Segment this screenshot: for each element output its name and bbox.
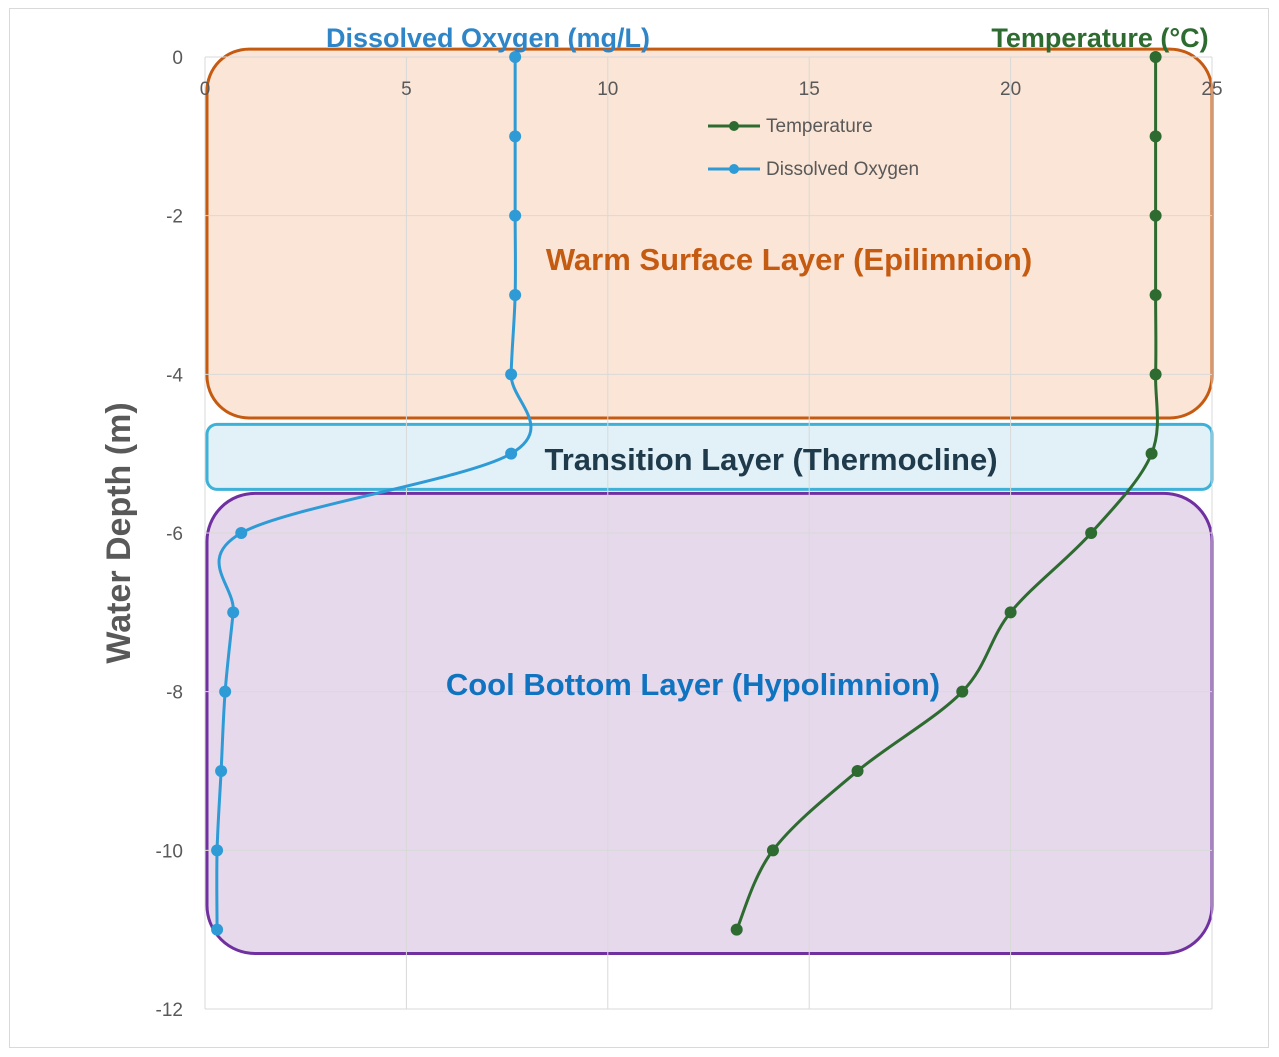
temperature-point <box>851 765 864 777</box>
temperature-point <box>730 923 743 936</box>
dissolved-oxygen-point <box>509 289 522 301</box>
epilimnion-zone <box>205 47 1214 420</box>
temperature-point <box>1149 368 1162 381</box>
legend: Temperature Dissolved Oxygen <box>708 116 919 180</box>
dissolved-oxygen-axis-title: Dissolved Oxygen (mg/L) <box>326 23 650 53</box>
y-tick-label: -2 <box>166 207 183 228</box>
dissolved-oxygen-point <box>219 685 232 698</box>
legend-temperature-marker <box>729 121 739 131</box>
temperature-point <box>1004 606 1017 619</box>
zone-labels: Warm Surface Layer (Epilimnion) Transiti… <box>446 242 1032 702</box>
temperature-point <box>1149 130 1162 143</box>
x-tick-label: 20 <box>1000 79 1021 100</box>
dissolved-oxygen-point <box>227 606 240 619</box>
layer-zones <box>205 47 1214 955</box>
legend-dissolved-oxygen-label: Dissolved Oxygen <box>766 159 919 180</box>
dissolved-oxygen-point <box>509 51 522 63</box>
temperature-point <box>1149 51 1162 63</box>
temperature-point <box>766 844 779 857</box>
temperature-axis-title: Temperature (°C) <box>991 23 1208 53</box>
temperature-point <box>1149 209 1162 222</box>
dissolved-oxygen-point <box>505 368 518 381</box>
x-axis-ticks: 0 5 10 15 20 25 <box>200 79 1223 100</box>
legend-temperature-label: Temperature <box>766 116 873 137</box>
dissolved-oxygen-point <box>509 130 522 143</box>
x-tick-label: 25 <box>1201 79 1222 100</box>
temperature-point <box>1085 527 1098 539</box>
dissolved-oxygen-point <box>215 765 228 777</box>
y-axis-title: Water Depth (m) <box>100 402 138 663</box>
dissolved-oxygen-point <box>509 209 522 222</box>
temperature-point <box>1149 289 1162 301</box>
x-tick-label: 15 <box>799 79 820 100</box>
temperature-point <box>956 685 969 698</box>
y-tick-label: 0 <box>172 48 183 69</box>
dissolved-oxygen-point <box>505 447 518 460</box>
y-tick-label: -10 <box>156 841 183 862</box>
dissolved-oxygen-point <box>211 844 224 857</box>
temperature-point <box>1145 447 1158 460</box>
epilimnion-label: Warm Surface Layer (Epilimnion) <box>546 242 1032 277</box>
y-tick-label: -8 <box>166 683 183 704</box>
x-tick-label: 10 <box>597 79 618 100</box>
y-tick-label: -12 <box>156 1000 183 1021</box>
y-axis-ticks: 0 -2 -4 -6 -8 -10 -12 <box>156 48 184 1021</box>
thermocline-label: Transition Layer (Thermocline) <box>544 442 997 477</box>
dissolved-oxygen-point <box>211 923 224 936</box>
y-tick-label: -6 <box>166 524 183 545</box>
dissolved-oxygen-point <box>235 527 248 539</box>
grid <box>204 56 1213 1010</box>
series-lines <box>211 51 1162 936</box>
x-tick-label: 0 <box>200 79 211 100</box>
legend-dissolved-oxygen-marker <box>729 164 739 174</box>
y-tick-label: -4 <box>166 365 183 386</box>
hypolimnion-label: Cool Bottom Layer (Hypolimnion) <box>446 667 940 702</box>
x-tick-label: 5 <box>401 79 412 100</box>
